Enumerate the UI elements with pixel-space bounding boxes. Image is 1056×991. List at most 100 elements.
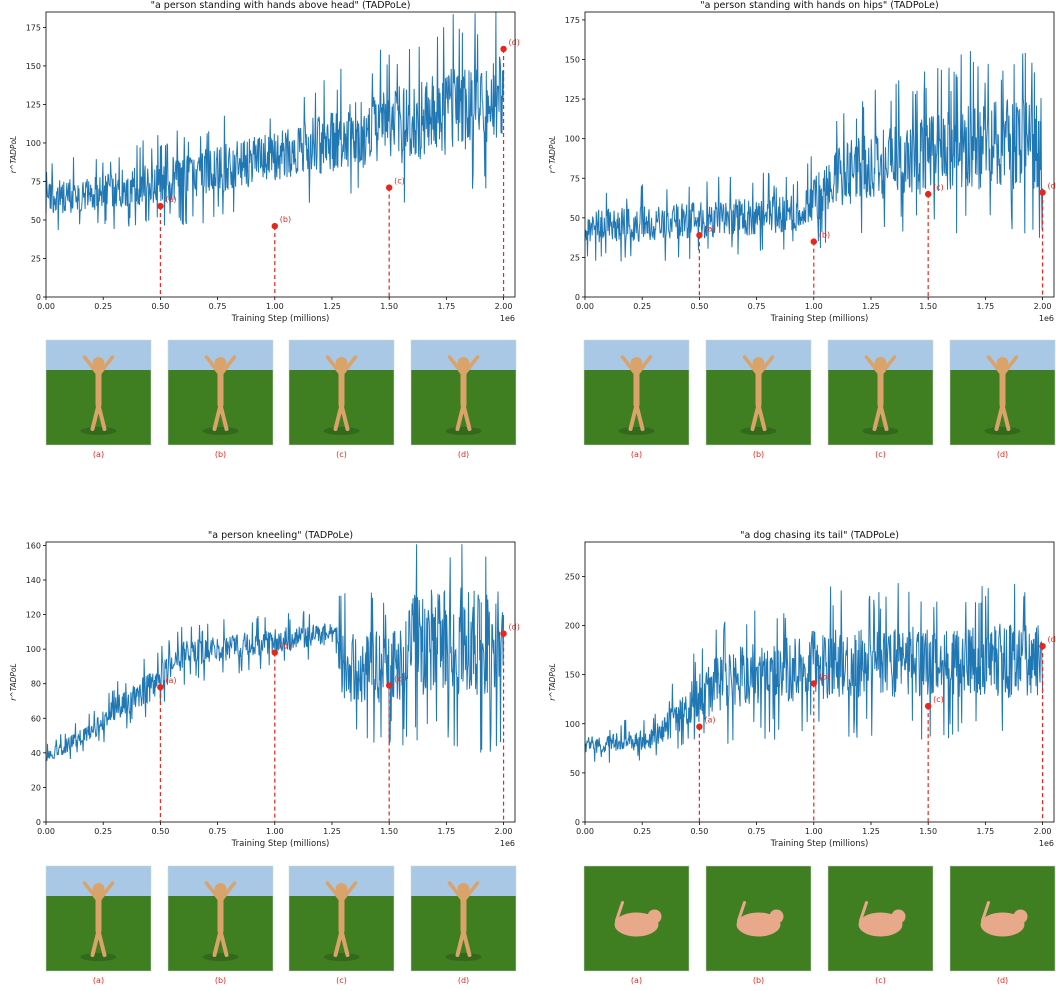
thumbnail-a: (a): [583, 339, 690, 459]
dog-head: [647, 909, 662, 924]
marker-point: [385, 184, 393, 191]
x-tick-label: 1.50: [380, 827, 398, 836]
marker-label: (d): [509, 38, 520, 47]
figure-arm: [218, 355, 237, 377]
x-tick-label: 0.75: [209, 302, 227, 311]
figure-shadow: [323, 953, 360, 961]
marker-label: (c): [933, 183, 944, 192]
thumbnail-b: (b): [167, 865, 274, 985]
x-tick-label: 0.25: [94, 827, 112, 836]
thumbnail-border: [827, 339, 934, 446]
figure-head: [92, 883, 105, 895]
x-axis-label: Training Step (millions): [770, 314, 869, 324]
figure-arm: [339, 355, 358, 377]
thumbnail-caption: (b): [215, 450, 226, 459]
figure-head: [335, 357, 348, 369]
y-tick-label: 0: [36, 818, 41, 827]
x-tick-label: 1.75: [437, 827, 455, 836]
chart-panel-1: "a person standing with hands above head…: [9, 0, 520, 459]
thumbnail-c: (c): [827, 339, 934, 459]
marker-point: [810, 238, 817, 245]
thumbnail-caption: (c): [336, 976, 347, 985]
thumbnail-border: [705, 865, 812, 972]
x-tick-label: 0.50: [690, 302, 708, 311]
marker-label: (a): [704, 224, 715, 233]
dog-tail: [615, 901, 624, 922]
figure-shadow: [984, 427, 1021, 435]
figure-head: [92, 357, 105, 369]
y-tick-label: 40: [31, 749, 41, 758]
x-tick-label: 2.00: [1034, 302, 1052, 311]
thumbnail-caption: (d): [458, 450, 469, 459]
chart-title: "a person standing with hands on hips" (…: [700, 0, 938, 11]
figure-head: [874, 357, 887, 369]
x-tick-label: 1.50: [919, 302, 937, 311]
y-tick-label: 0: [36, 293, 41, 302]
figure-arm: [96, 881, 115, 903]
thumbnail-border: [949, 339, 1056, 446]
x-tick-label: 0.25: [633, 302, 651, 311]
thumbnail-b: (b): [705, 865, 812, 985]
marker-label: (d): [1048, 182, 1056, 191]
dog-body: [736, 912, 781, 937]
y-tick-label: 20: [31, 783, 41, 792]
marker-point: [157, 202, 164, 210]
figure-head: [996, 357, 1009, 369]
marker-label: (c): [933, 695, 944, 704]
plot-frame: [45, 11, 516, 298]
chart-panel-2: "a person standing with hands on hips" (…: [548, 0, 1056, 459]
dog-body: [858, 912, 903, 937]
x-tick-label: 1.00: [266, 827, 284, 836]
thumbnail-border: [45, 865, 152, 972]
figure-arm: [82, 881, 101, 903]
figure-arm: [204, 881, 223, 903]
x-tick-label: 1.25: [323, 827, 341, 836]
x-axis-label: Training Step (millions): [770, 839, 869, 849]
chart-panel-3: "a person kneeling" (TADPoLe) 0.00 0.25 0.5…: [9, 530, 520, 985]
dog-tail: [981, 901, 990, 922]
y-tick-label: 100: [565, 135, 580, 144]
figure-shadow: [445, 427, 482, 435]
marker-point: [385, 682, 393, 689]
marker-label: (a): [165, 195, 176, 204]
y-tick-label: 25: [570, 253, 580, 262]
figure-shadow: [445, 953, 482, 961]
figure-arm: [82, 355, 101, 377]
y-tick-label: 125: [565, 95, 580, 104]
x-tick-label: 1.25: [862, 827, 880, 836]
figure-shadow: [80, 427, 117, 435]
y-tick-label: 100: [26, 645, 41, 654]
y-tick-label: 75: [570, 174, 580, 183]
figure-arm: [986, 355, 1005, 377]
thumbnail-caption: (c): [875, 450, 886, 459]
x-tick-label: 2.00: [495, 302, 513, 311]
marker-label: (b): [819, 231, 830, 240]
y-tick-label: 50: [570, 214, 580, 223]
chart-title: "a dog chasing its tail" (TADPoLe): [740, 530, 899, 541]
marker-point: [1039, 642, 1046, 650]
y-tick-label: 250: [565, 572, 580, 581]
x-tick-label: 0.00: [37, 827, 55, 836]
figure-arm: [447, 881, 466, 903]
x-tick-label: 0.25: [94, 302, 112, 311]
x-tick-label: 0.50: [690, 827, 708, 836]
y-tick-label: 80: [31, 680, 41, 689]
figure-arm: [461, 355, 480, 377]
marker-point: [1039, 189, 1046, 196]
y-tick-label: 0: [575, 818, 580, 827]
thumbnail-border: [949, 865, 1056, 972]
figure-head: [214, 883, 227, 895]
dog-head: [1013, 909, 1028, 924]
marker-label: (b): [819, 672, 830, 681]
thumbnail-b: (b): [705, 339, 812, 459]
y-axis-label: r^TADPoL: [548, 136, 557, 173]
dog-head: [769, 909, 784, 924]
figure-shadow: [202, 427, 239, 435]
y-axis-label: r^TADPoL: [9, 663, 18, 700]
x-tick-label: 1.00: [805, 827, 823, 836]
thumbnail-c: (c): [288, 865, 395, 985]
thumbnail-caption: (c): [875, 976, 886, 985]
figure-head: [630, 357, 643, 369]
x-tick-label: 1.75: [976, 302, 994, 311]
